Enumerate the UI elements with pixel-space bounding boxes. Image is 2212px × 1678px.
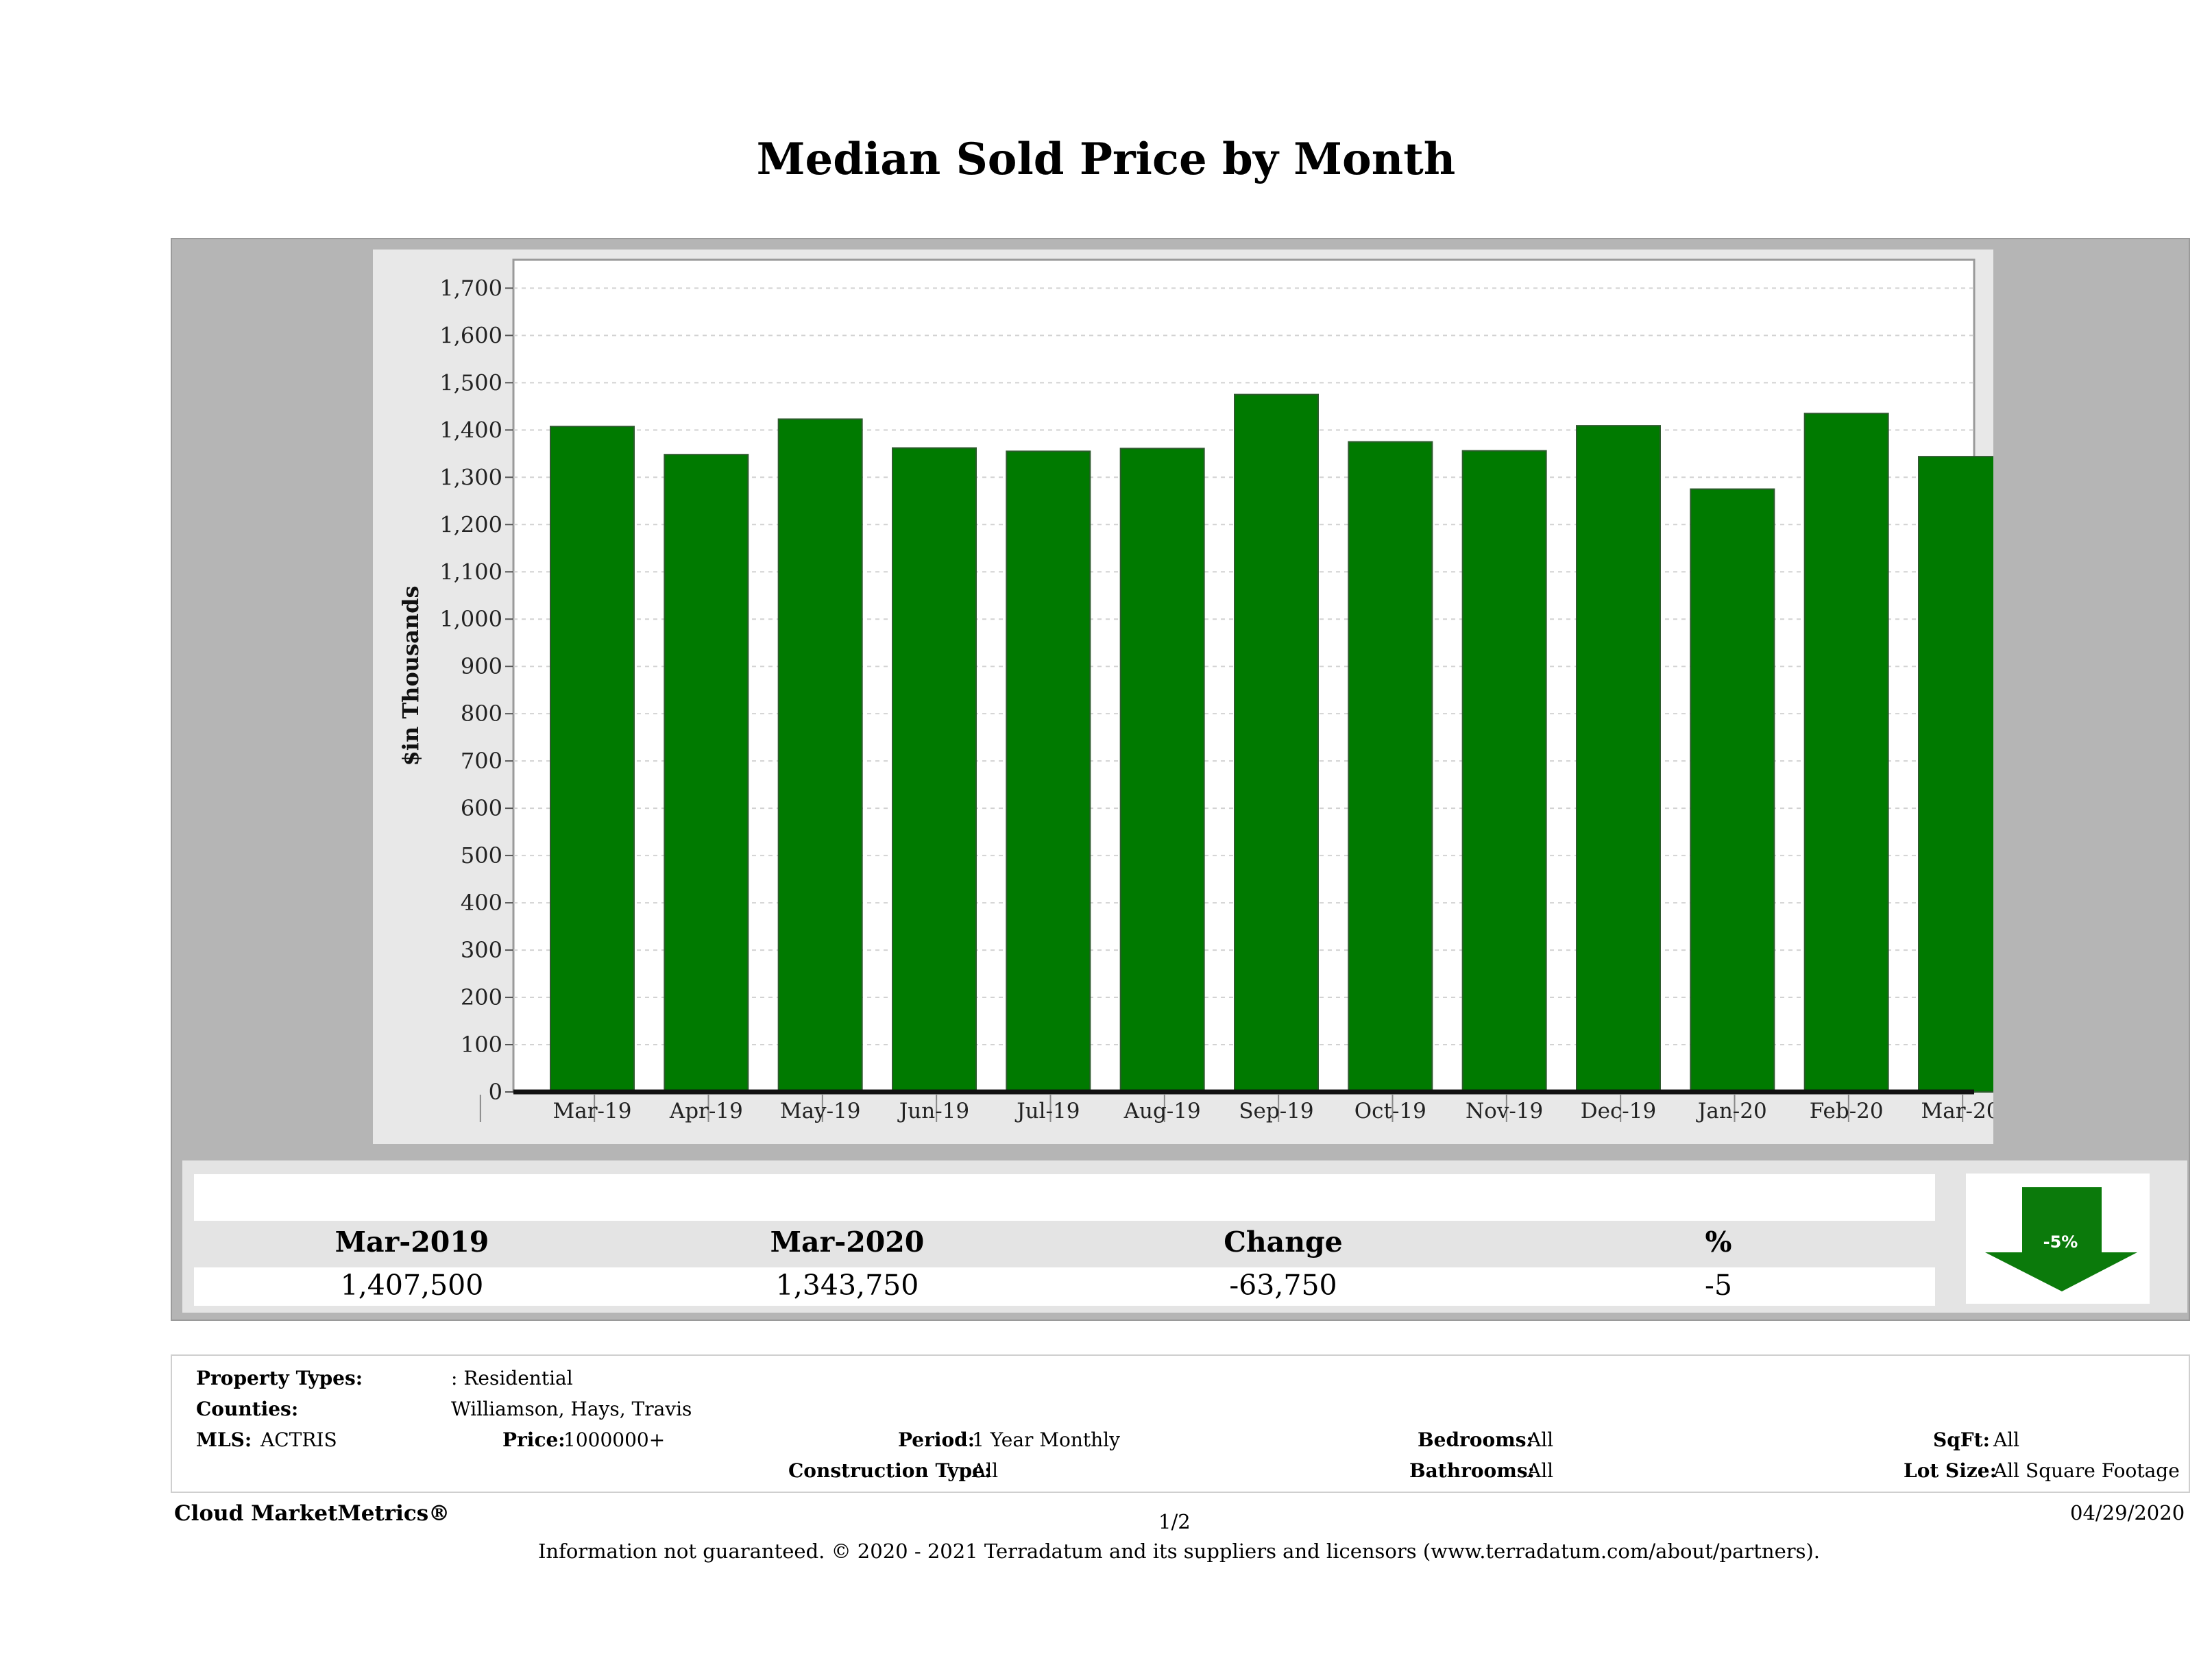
- y-tick-label: 800: [461, 701, 502, 727]
- construction-type-label: Construction Type:: [788, 1459, 992, 1482]
- bar: [777, 418, 863, 1093]
- y-tick-label: 100: [461, 1032, 502, 1058]
- summary-header-percent: %: [1705, 1226, 1732, 1258]
- sqft-label: SqFt:: [1933, 1428, 1990, 1451]
- summary-value-percent: -5: [1705, 1269, 1732, 1302]
- y-tick-label: 1,100: [439, 559, 502, 585]
- summary-values-row: [194, 1267, 1935, 1306]
- mls-label: MLS:: [196, 1428, 252, 1451]
- lot-size-label: Lot Size:: [1904, 1459, 1997, 1482]
- y-axis-label: $in Thousands: [398, 586, 424, 766]
- summary-header-end: Mar-2020: [770, 1226, 925, 1258]
- y-tick-label: 900: [461, 653, 502, 679]
- y-tick-label: 200: [461, 984, 502, 1010]
- summary-value-change: -63,750: [1229, 1269, 1337, 1302]
- bar: [892, 447, 977, 1093]
- x-tick-label: Jun-19: [897, 1099, 969, 1123]
- y-tick-label: 400: [461, 890, 502, 916]
- y-tick-label: 700: [461, 748, 502, 774]
- x-tick-label: Jan-20: [1696, 1099, 1767, 1123]
- period-value: 1 Year Monthly: [972, 1428, 1120, 1451]
- page-title: Median Sold Price by Month: [756, 134, 1456, 185]
- period-label: Period:: [898, 1428, 975, 1451]
- summary-header-change: Change: [1224, 1226, 1343, 1258]
- page-number: 1/2: [1158, 1510, 1191, 1533]
- property-filters: [171, 1354, 2190, 1493]
- y-tick-label: 1,200: [439, 511, 502, 537]
- change-badge-label: -5%: [2043, 1232, 2078, 1252]
- y-tick-label: 1,700: [439, 275, 502, 301]
- x-tick-label: May-19: [780, 1099, 861, 1123]
- summary-header-start: Mar-2019: [335, 1226, 489, 1258]
- bar: [1690, 488, 1775, 1093]
- y-tick-label: 0: [489, 1079, 502, 1105]
- bar: [1576, 425, 1661, 1093]
- x-tick-label: Dec-19: [1581, 1099, 1656, 1123]
- lot-size-value: All Square Footage: [1993, 1459, 2180, 1482]
- bar: [664, 454, 749, 1093]
- counties-label: Counties:: [196, 1398, 299, 1420]
- y-tick-label: 1,300: [439, 464, 502, 490]
- x-tick-label: Mar-20: [1921, 1099, 1993, 1123]
- bathrooms-value: All: [1527, 1459, 1554, 1482]
- bathrooms-label: Bathrooms:: [1409, 1459, 1535, 1482]
- property-types-label: Property Types:: [196, 1367, 363, 1389]
- bar: [1348, 441, 1433, 1093]
- y-tick-label: 500: [461, 842, 502, 868]
- construction-type-value: All: [972, 1459, 999, 1482]
- brand-name: Cloud MarketMetrics®: [174, 1501, 450, 1526]
- down-arrow-icon: -5%: [1985, 1187, 2137, 1291]
- y-tick-label: 1,600: [439, 322, 502, 348]
- x-tick-label: Apr-19: [669, 1099, 743, 1123]
- report-date: 04/29/2020: [2070, 1501, 2185, 1524]
- bar: [1234, 393, 1319, 1093]
- sqft-value: All: [1993, 1428, 2020, 1451]
- x-tick-label: Oct-19: [1354, 1099, 1426, 1123]
- bedrooms-value: All: [1527, 1428, 1554, 1451]
- summary-blank-row: [194, 1174, 1935, 1221]
- change-indicator: -5%: [1966, 1174, 2150, 1304]
- y-tick-label: 600: [461, 795, 502, 821]
- bar: [1918, 456, 1993, 1093]
- y-tick-label: 1,000: [439, 606, 502, 632]
- summary-value-start: 1,407,500: [340, 1269, 484, 1302]
- bar: [1803, 413, 1889, 1093]
- counties-value: Williamson, Hays, Travis: [451, 1398, 692, 1420]
- bedrooms-label: Bedrooms:: [1418, 1428, 1533, 1451]
- property-types-value: : Residential: [451, 1367, 573, 1389]
- x-tick-label: Mar-19: [553, 1099, 632, 1123]
- x-tick-label: Aug-19: [1123, 1099, 1201, 1123]
- mls-value: ACTRIS: [260, 1428, 337, 1451]
- disclaimer: Information not guaranteed. © 2020 - 202…: [537, 1540, 1821, 1563]
- price-label: Price:: [502, 1428, 566, 1451]
- bar: [550, 426, 635, 1093]
- y-tick-label: 1,400: [439, 417, 502, 443]
- x-tick-label: Jul-19: [1014, 1099, 1080, 1123]
- x-tick-label: Sep-19: [1239, 1099, 1313, 1123]
- y-tick-label: 300: [461, 937, 502, 963]
- bar: [1461, 450, 1547, 1093]
- price-value: 1000000+: [563, 1428, 666, 1451]
- summary-value-end: 1,343,750: [775, 1269, 919, 1302]
- bar: [1119, 448, 1205, 1093]
- bar: [1006, 450, 1091, 1093]
- x-tick-label: Nov-19: [1466, 1099, 1543, 1123]
- y-tick-label: 1,500: [439, 369, 502, 396]
- x-tick-label: Feb-20: [1810, 1099, 1884, 1123]
- bar-chart: 0 100 200 300 400 500 600 700 800 900 1,000 1,100 1,…: [398, 258, 1993, 1123]
